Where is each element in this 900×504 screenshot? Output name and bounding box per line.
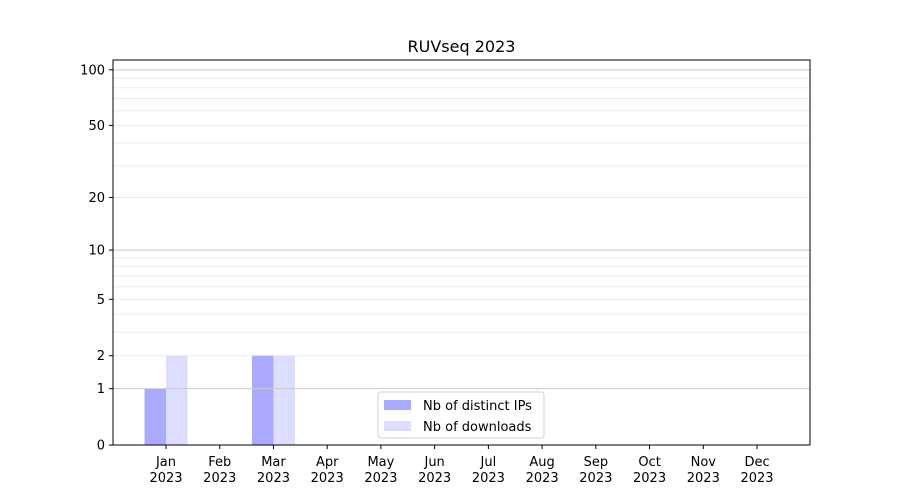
x-tick-label: Oct 2023: [633, 455, 666, 486]
bar-distinct-ips: [144, 388, 166, 445]
bar-downloads: [273, 355, 295, 445]
y-tick-label: 0: [97, 439, 105, 454]
plot-frame: [112, 59, 811, 446]
x-tick-label: Jan 2023: [149, 455, 182, 486]
x-tick-label-line: Mar: [261, 455, 286, 470]
x-tick-label-line: Dec: [744, 455, 769, 470]
legend-label: Nb of distinct IPs: [423, 399, 532, 414]
x-tick-label-line: 2023: [633, 471, 666, 486]
x-tick-label-line: 2023: [257, 471, 290, 486]
x-tick-label-line: 2023: [149, 471, 182, 486]
x-tick-label-line: 2023: [579, 471, 612, 486]
x-tick-label-line: Jan: [155, 455, 176, 470]
legend-swatch: [384, 400, 411, 410]
chart-title: RUVseq 2023: [408, 37, 516, 56]
x-tick-label-line: 2023: [364, 471, 397, 486]
x-tick-label-line: Apr: [316, 455, 339, 470]
x-tick-label: Aug 2023: [526, 455, 559, 486]
legend-swatch: [384, 421, 411, 431]
x-tick-label-line: Sep: [584, 455, 609, 470]
x-tick-label-line: Oct: [638, 455, 660, 470]
bar-distinct-ips: [251, 355, 274, 445]
x-tick-label-line: Jun: [423, 455, 444, 470]
x-tick-label-line: 2023: [526, 471, 559, 486]
x-tick-label-line: Jul: [480, 455, 497, 470]
x-tick-label: Nov 2023: [687, 455, 720, 486]
x-tick-label-line: Feb: [208, 455, 231, 470]
y-tick-label: 5: [97, 293, 105, 308]
y-tick-label: 1: [97, 382, 105, 397]
x-tick-label: Apr 2023: [311, 455, 344, 486]
bar-downloads: [166, 355, 188, 445]
x-tick-label: Feb 2023: [203, 455, 236, 486]
x-tick-label-line: Nov: [691, 455, 717, 470]
y-tick-label: 100: [80, 63, 105, 78]
x-tick-label: Dec 2023: [740, 455, 773, 486]
x-tick-label-line: May: [367, 455, 394, 470]
x-tick-label-line: 2023: [418, 471, 451, 486]
x-tick-label: Jul 2023: [472, 455, 505, 486]
x-tick-label-line: 2023: [311, 471, 344, 486]
x-tick-label: May 2023: [364, 455, 397, 486]
y-tick-label: 2: [97, 349, 105, 364]
x-tick-label-line: 2023: [203, 471, 236, 486]
x-tick-label: Mar 2023: [257, 455, 290, 486]
x-tick-label: Jun 2023: [418, 455, 451, 486]
y-tick-label: 10: [88, 244, 105, 259]
y-tick-label: 50: [88, 119, 105, 134]
legend-box: [377, 391, 545, 439]
x-tick-label-line: Aug: [529, 455, 554, 470]
x-tick-label-line: 2023: [687, 471, 720, 486]
x-tick-label-line: 2023: [472, 471, 505, 486]
legend-label: Nb of downloads: [423, 420, 532, 435]
x-tick-label: Sep 2023: [579, 455, 612, 486]
y-tick-label: 20: [88, 191, 105, 206]
x-tick-label-line: 2023: [740, 471, 773, 486]
